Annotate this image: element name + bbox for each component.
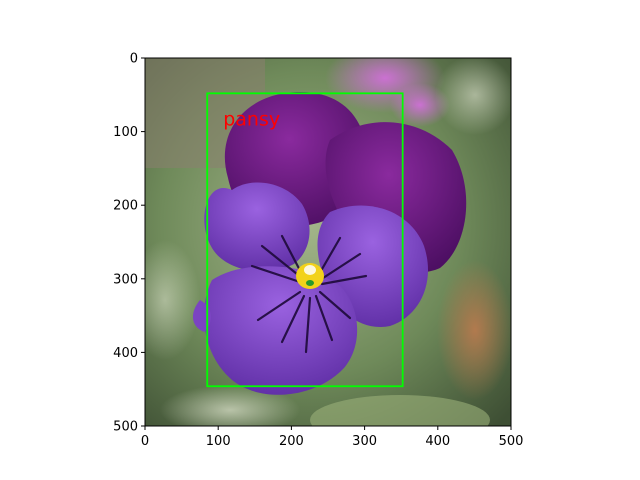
x-axis: 0 100 200 300 400 500 — [141, 426, 524, 449]
detection-box — [206, 92, 404, 388]
axes-frame — [144, 57, 512, 427]
y-tick-label: 100 — [113, 125, 138, 140]
y-tick-label: 400 — [113, 346, 138, 361]
photo: pansy — [145, 58, 511, 426]
y-tick-label: 0 — [130, 52, 138, 67]
x-tick-label: 400 — [425, 434, 450, 449]
y-tick-label: 200 — [113, 199, 138, 214]
y-axis: 0 100 200 300 400 500 — [113, 52, 145, 435]
flower — [192, 92, 467, 395]
x-tick-label: 0 — [141, 434, 149, 449]
x-tick-label: 200 — [279, 434, 304, 449]
y-tick-label: 300 — [113, 272, 138, 287]
x-tick-label: 500 — [499, 434, 524, 449]
y-tick-label: 500 — [113, 420, 138, 435]
detection-label: pansy — [223, 108, 280, 130]
x-tick-label: 100 — [206, 434, 231, 449]
x-tick-label: 300 — [352, 434, 377, 449]
